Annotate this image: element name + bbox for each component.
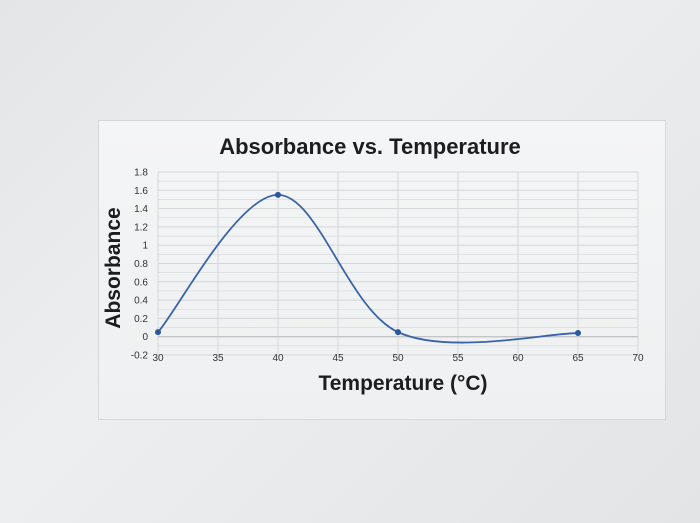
series-line (157, 193, 579, 344)
x-tick-label: 60 (512, 353, 524, 364)
gridlines (157, 171, 639, 356)
y-tick-label: 0.8 (134, 259, 148, 270)
x-tick-label: 40 (272, 353, 284, 364)
y-tick-label: 0.6 (134, 277, 148, 288)
chart-paper (98, 120, 666, 420)
data-point (395, 329, 401, 336)
data-point (275, 191, 281, 198)
y-tick-label: 0.2 (134, 314, 148, 325)
x-tick-label: 30 (152, 353, 164, 364)
y-tick-label: 0.4 (134, 296, 148, 307)
y-tick-label: 1.8 (134, 168, 148, 179)
y-tick-label: 0 (142, 332, 148, 343)
x-tick-label: 70 (632, 353, 644, 364)
y-axis-title: Absorbance (102, 207, 125, 328)
y-tick-label: 1.6 (134, 186, 148, 197)
data-point (155, 329, 161, 336)
y-tick-label: -0.2 (131, 351, 149, 362)
x-tick-label: 45 (332, 353, 344, 364)
x-tick-label: 55 (452, 353, 464, 364)
x-axis-title: Temperature (°C) (318, 372, 487, 395)
y-tick-label: 1 (142, 241, 148, 252)
x-tick-label: 50 (392, 353, 404, 364)
data-series (155, 191, 581, 344)
tick-labels: -0.2 0 0.2 0.4 0.6 0.8 1 1.2 1.4 1.6 1.8 30 35 40 45 50… (131, 168, 644, 365)
chart-title: Absorbance vs. Temperature (219, 134, 521, 159)
y-tick-label: 1.4 (134, 204, 148, 215)
data-point (575, 330, 581, 337)
x-tick-label: 35 (212, 353, 224, 364)
y-tick-label: 1.2 (134, 222, 148, 233)
x-tick-label: 65 (572, 353, 584, 364)
